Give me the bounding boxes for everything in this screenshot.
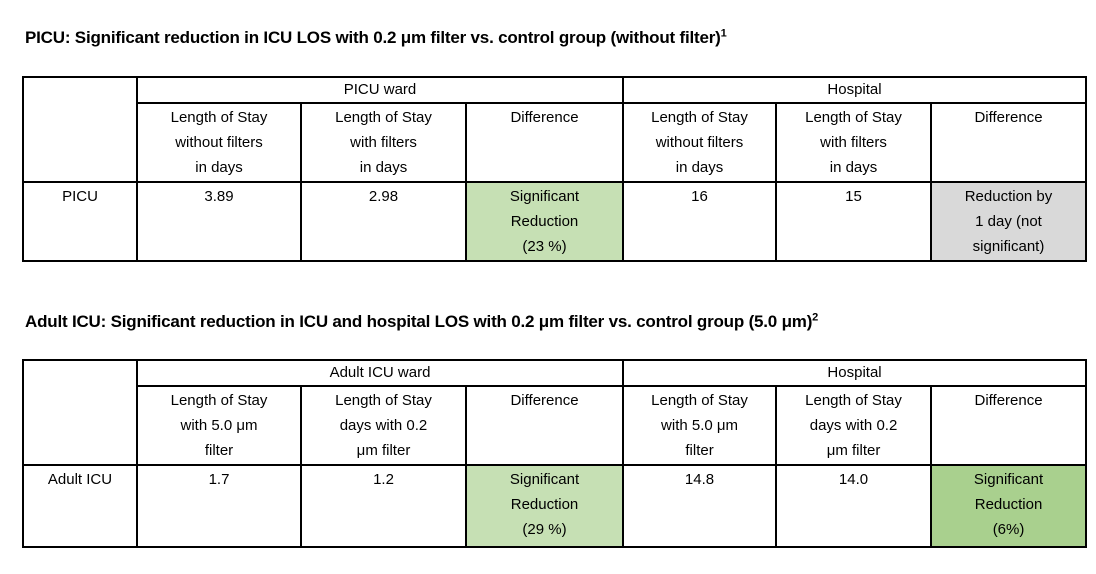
column-header-los-with-filters-hospital: Length of Stay with filters in days <box>775 102 932 183</box>
group-header-hospital: Hospital <box>622 76 1087 104</box>
table-row: PICU ward Hospital <box>22 76 1087 183</box>
picu-los-table: PICU ward Hospital Length of Stay withou… <box>22 76 1087 262</box>
difference-cell-hospital: Significant Reduction (6%) <box>930 464 1088 548</box>
column-header-los-02um-hospital: Length of Stay days with 0.2 μm filter <box>775 385 933 466</box>
data-cell-ward-with: 2.98 <box>300 181 467 262</box>
row-label-picu: PICU <box>22 181 138 262</box>
corner-cell <box>22 359 138 466</box>
footnote-marker-1: 1 <box>720 27 727 40</box>
data-cell-hospital-5um: 14.8 <box>622 464 778 548</box>
table-row: Adult ICU 1.7 1.2 Significant Reduction … <box>22 464 1088 548</box>
adult-icu-los-table: Adult ICU ward Hospital Length of Stay w… <box>22 359 1088 548</box>
data-cell-hospital-without: 16 <box>622 181 777 262</box>
table-2-title-text: Adult ICU: Significant reduction in ICU … <box>25 312 813 331</box>
data-cell-ward-02um: 1.2 <box>300 464 467 548</box>
group-header-hospital: Hospital <box>622 359 1088 387</box>
data-cell-hospital-02um: 14.0 <box>775 464 933 548</box>
column-header-difference-hospital: Difference <box>930 385 1088 466</box>
group-header-adult-icu-ward: Adult ICU ward <box>135 359 625 387</box>
table-1-title-text: PICU: Significant reduction in ICU LOS w… <box>25 28 721 47</box>
difference-cell-hospital: Reduction by 1 day (not significant) <box>930 181 1087 262</box>
column-header-difference-ward: Difference <box>464 385 625 466</box>
column-header-los-5um-hospital: Length of Stay with 5.0 μm filter <box>622 385 778 466</box>
column-header-los-5um-ward: Length of Stay with 5.0 μm filter <box>136 385 302 466</box>
row-label-adult-icu: Adult ICU <box>22 464 138 548</box>
data-cell-ward-5um: 1.7 <box>136 464 302 548</box>
corner-cell <box>22 76 138 183</box>
document-page: PICU: Significant reduction in ICU LOS w… <box>22 0 1088 548</box>
table-2-title: Adult ICU: Significant reduction in ICU … <box>25 262 1085 332</box>
column-header-los-without-filters-hospital: Length of Stay without filters in days <box>622 102 777 183</box>
column-header-los-with-filters-ward: Length of Stay with filters in days <box>300 102 467 183</box>
table-row: PICU 3.89 2.98 Significant Reduction (23… <box>22 181 1087 262</box>
column-header-difference-hospital: Difference <box>930 102 1087 183</box>
table-row: Length of Stay without filters in days L… <box>23 102 1087 183</box>
table-row: Length of Stay with 5.0 μm filter Length… <box>23 385 1088 466</box>
column-header-los-02um-ward: Length of Stay days with 0.2 μm filter <box>300 385 467 466</box>
group-header-picu-ward: PICU ward <box>136 76 624 104</box>
data-cell-hospital-with: 15 <box>775 181 932 262</box>
column-header-los-without-filters-ward: Length of Stay without filters in days <box>136 102 302 183</box>
footnote-marker-2: 2 <box>812 311 819 324</box>
column-header-difference-ward: Difference <box>465 102 624 183</box>
data-cell-ward-without: 3.89 <box>136 181 302 262</box>
difference-cell-ward: Significant Reduction (29 %) <box>464 464 625 548</box>
table-1-title: PICU: Significant reduction in ICU LOS w… <box>25 0 1085 48</box>
difference-cell-ward: Significant Reduction (23 %) <box>465 181 624 262</box>
table-row: Adult ICU ward Hospital <box>22 359 1088 466</box>
